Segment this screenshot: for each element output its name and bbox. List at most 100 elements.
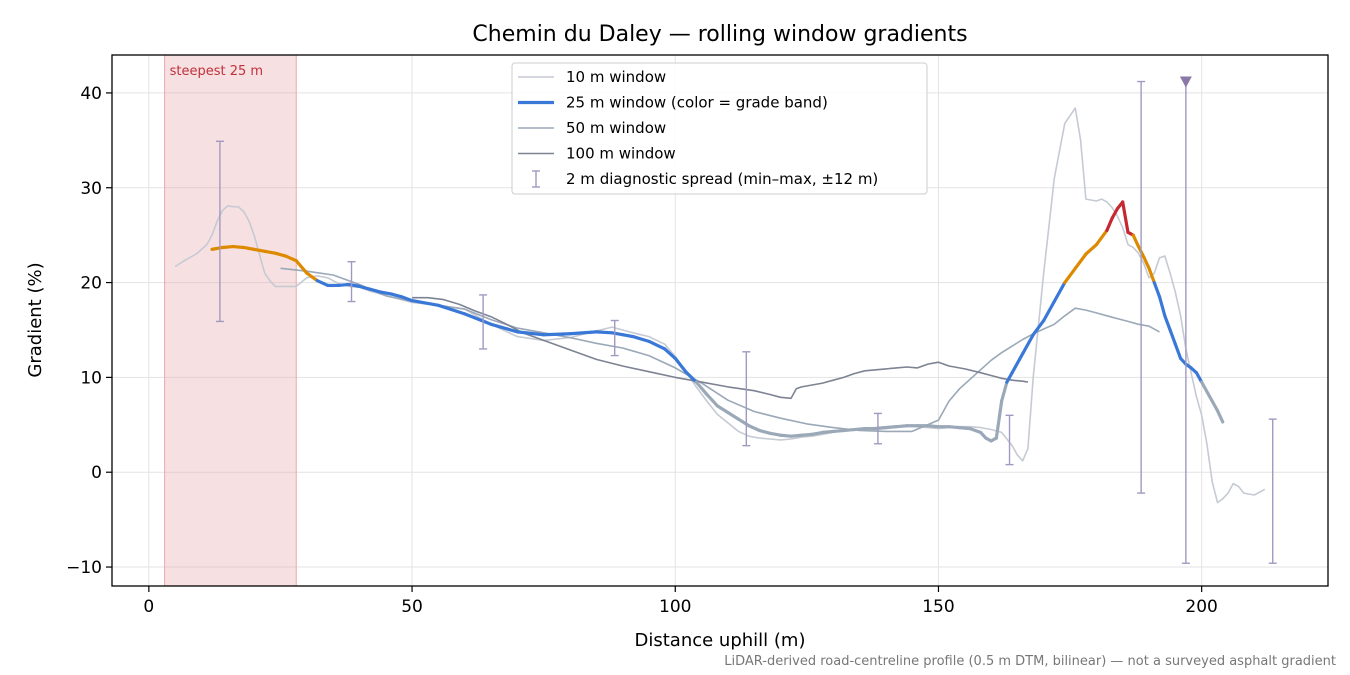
series-25m-segment bbox=[1200, 380, 1209, 394]
chart-title: Chemin du Daley — rolling window gradien… bbox=[472, 22, 967, 47]
series-25m-segment bbox=[1131, 233, 1141, 249]
series-25m-segment bbox=[631, 335, 651, 343]
series-25m-segment bbox=[810, 430, 825, 436]
y-axis-label: Gradient (%) bbox=[25, 262, 46, 377]
series-25m-segment bbox=[378, 290, 393, 296]
series-25m-segment bbox=[747, 424, 762, 433]
series-25m-segment bbox=[284, 254, 298, 263]
series-25m-segment bbox=[515, 330, 546, 337]
footnote: LiDAR-derived road-centreline profile (0… bbox=[724, 654, 1336, 669]
series-25m-segment bbox=[336, 282, 351, 288]
series-25m-segment bbox=[1000, 380, 1009, 403]
legend-label: 25 m window (color = grade band) bbox=[566, 94, 828, 112]
series-25m-segment bbox=[842, 427, 856, 433]
y-tick-label: 20 bbox=[80, 274, 102, 294]
series-25m-segment bbox=[347, 282, 362, 288]
series-25m-segment bbox=[852, 426, 867, 432]
series-25m-segment bbox=[705, 392, 719, 408]
series-25m-segment bbox=[1042, 299, 1056, 323]
series-25m-segment bbox=[1052, 280, 1067, 304]
series-25m-segment bbox=[568, 330, 598, 336]
series-25m-segment bbox=[957, 426, 972, 431]
series-25m-segment bbox=[1173, 342, 1183, 361]
series-25m-segment bbox=[647, 339, 667, 351]
series-25m-segment bbox=[594, 330, 614, 335]
series-25m-segment bbox=[1010, 352, 1025, 375]
series-25m-segment bbox=[242, 245, 256, 251]
errorbar-layer bbox=[215, 76, 1277, 564]
series-25m-segment bbox=[694, 380, 709, 397]
series-25m-segment bbox=[1094, 228, 1109, 247]
errorbar-clip-marker bbox=[1179, 76, 1192, 88]
axis-ticks: 0 50 100 150 200 −10 0 10 20 30 40 bbox=[66, 84, 1218, 617]
series-25m-segment bbox=[263, 249, 277, 255]
series-25m-segment bbox=[1215, 408, 1225, 424]
series-25m-segment bbox=[994, 399, 1004, 440]
series-25m-segment bbox=[399, 295, 414, 303]
series-25m-segment bbox=[684, 370, 698, 384]
series-25m-segment bbox=[621, 333, 635, 339]
series-25m-segment bbox=[1147, 266, 1156, 285]
series-25m-segment bbox=[389, 292, 404, 299]
legend-label: 10 m window bbox=[566, 68, 666, 86]
y-tick-label: 0 bbox=[91, 463, 102, 483]
series-25m-segment bbox=[947, 425, 962, 430]
x-tick-label: 200 bbox=[1185, 597, 1217, 617]
series-25m-segment bbox=[1157, 295, 1167, 318]
series-25m-segment bbox=[736, 417, 751, 428]
steepest-band-label: steepest 25 m bbox=[170, 64, 263, 79]
series-25m-segment bbox=[663, 347, 677, 361]
x-tick-label: 50 bbox=[401, 597, 423, 617]
series-25m-segment bbox=[1152, 280, 1162, 299]
series-25m-segment bbox=[1005, 371, 1014, 384]
series-25m-segment bbox=[357, 284, 372, 291]
series-25m-segment bbox=[926, 424, 941, 429]
series-25m-segment bbox=[726, 410, 741, 421]
y-tick-label: 10 bbox=[80, 368, 102, 388]
series-25m-segment bbox=[410, 298, 440, 307]
series-25m-segment bbox=[778, 433, 793, 438]
y-tick-label: 40 bbox=[80, 84, 102, 104]
series-25m-segment bbox=[873, 426, 888, 431]
x-tick-label: 100 bbox=[659, 597, 691, 617]
legend-label: 2 m diagnostic spread (min–max, ±12 m) bbox=[566, 170, 878, 188]
series-25m-segment bbox=[220, 244, 235, 250]
series-25m-segment bbox=[542, 332, 572, 337]
series-25m-segment bbox=[1021, 333, 1035, 356]
series-25m-segment bbox=[1031, 318, 1046, 337]
series-25m-segment bbox=[894, 424, 909, 429]
series-layer bbox=[174, 107, 1266, 504]
series-25m-segment bbox=[1084, 243, 1098, 256]
series-25m-segment bbox=[1110, 207, 1120, 220]
series-25m-segment bbox=[1105, 216, 1114, 233]
series-25m-segment bbox=[231, 244, 246, 250]
series-25m-segment bbox=[884, 425, 898, 430]
steepest-band: steepest 25 m bbox=[164, 54, 297, 587]
series-25m-segment bbox=[1205, 390, 1214, 403]
series-25m-segment bbox=[1210, 399, 1220, 413]
series-25m-segment bbox=[1121, 200, 1130, 234]
series-25m-segment bbox=[673, 356, 688, 374]
series-25m-segment bbox=[436, 303, 467, 316]
series-25m-segment bbox=[315, 279, 330, 288]
y-tick-label: 30 bbox=[80, 179, 102, 199]
series-25m-segment bbox=[831, 428, 846, 434]
series-25m-segment bbox=[757, 428, 772, 435]
series-25m-segment bbox=[1073, 252, 1088, 270]
legend-box bbox=[511, 62, 928, 195]
legend-label: 50 m window bbox=[566, 119, 666, 137]
y-tick-label: −10 bbox=[66, 558, 102, 578]
series-25m-segment bbox=[252, 247, 267, 253]
series-25m-segment bbox=[968, 426, 983, 434]
series-25m-segment bbox=[1063, 266, 1077, 285]
series-25m-segment bbox=[821, 429, 835, 434]
x-axis-label: Distance uphill (m) bbox=[635, 630, 806, 651]
series-25m-segment bbox=[1142, 255, 1151, 270]
series-25m-segment bbox=[799, 432, 814, 437]
series-25m-segment bbox=[610, 331, 625, 337]
steepest-band-rect bbox=[164, 54, 297, 587]
series-25m-segment bbox=[715, 404, 730, 415]
series-25m-segment bbox=[489, 322, 519, 334]
series-25m-segment bbox=[210, 245, 225, 251]
